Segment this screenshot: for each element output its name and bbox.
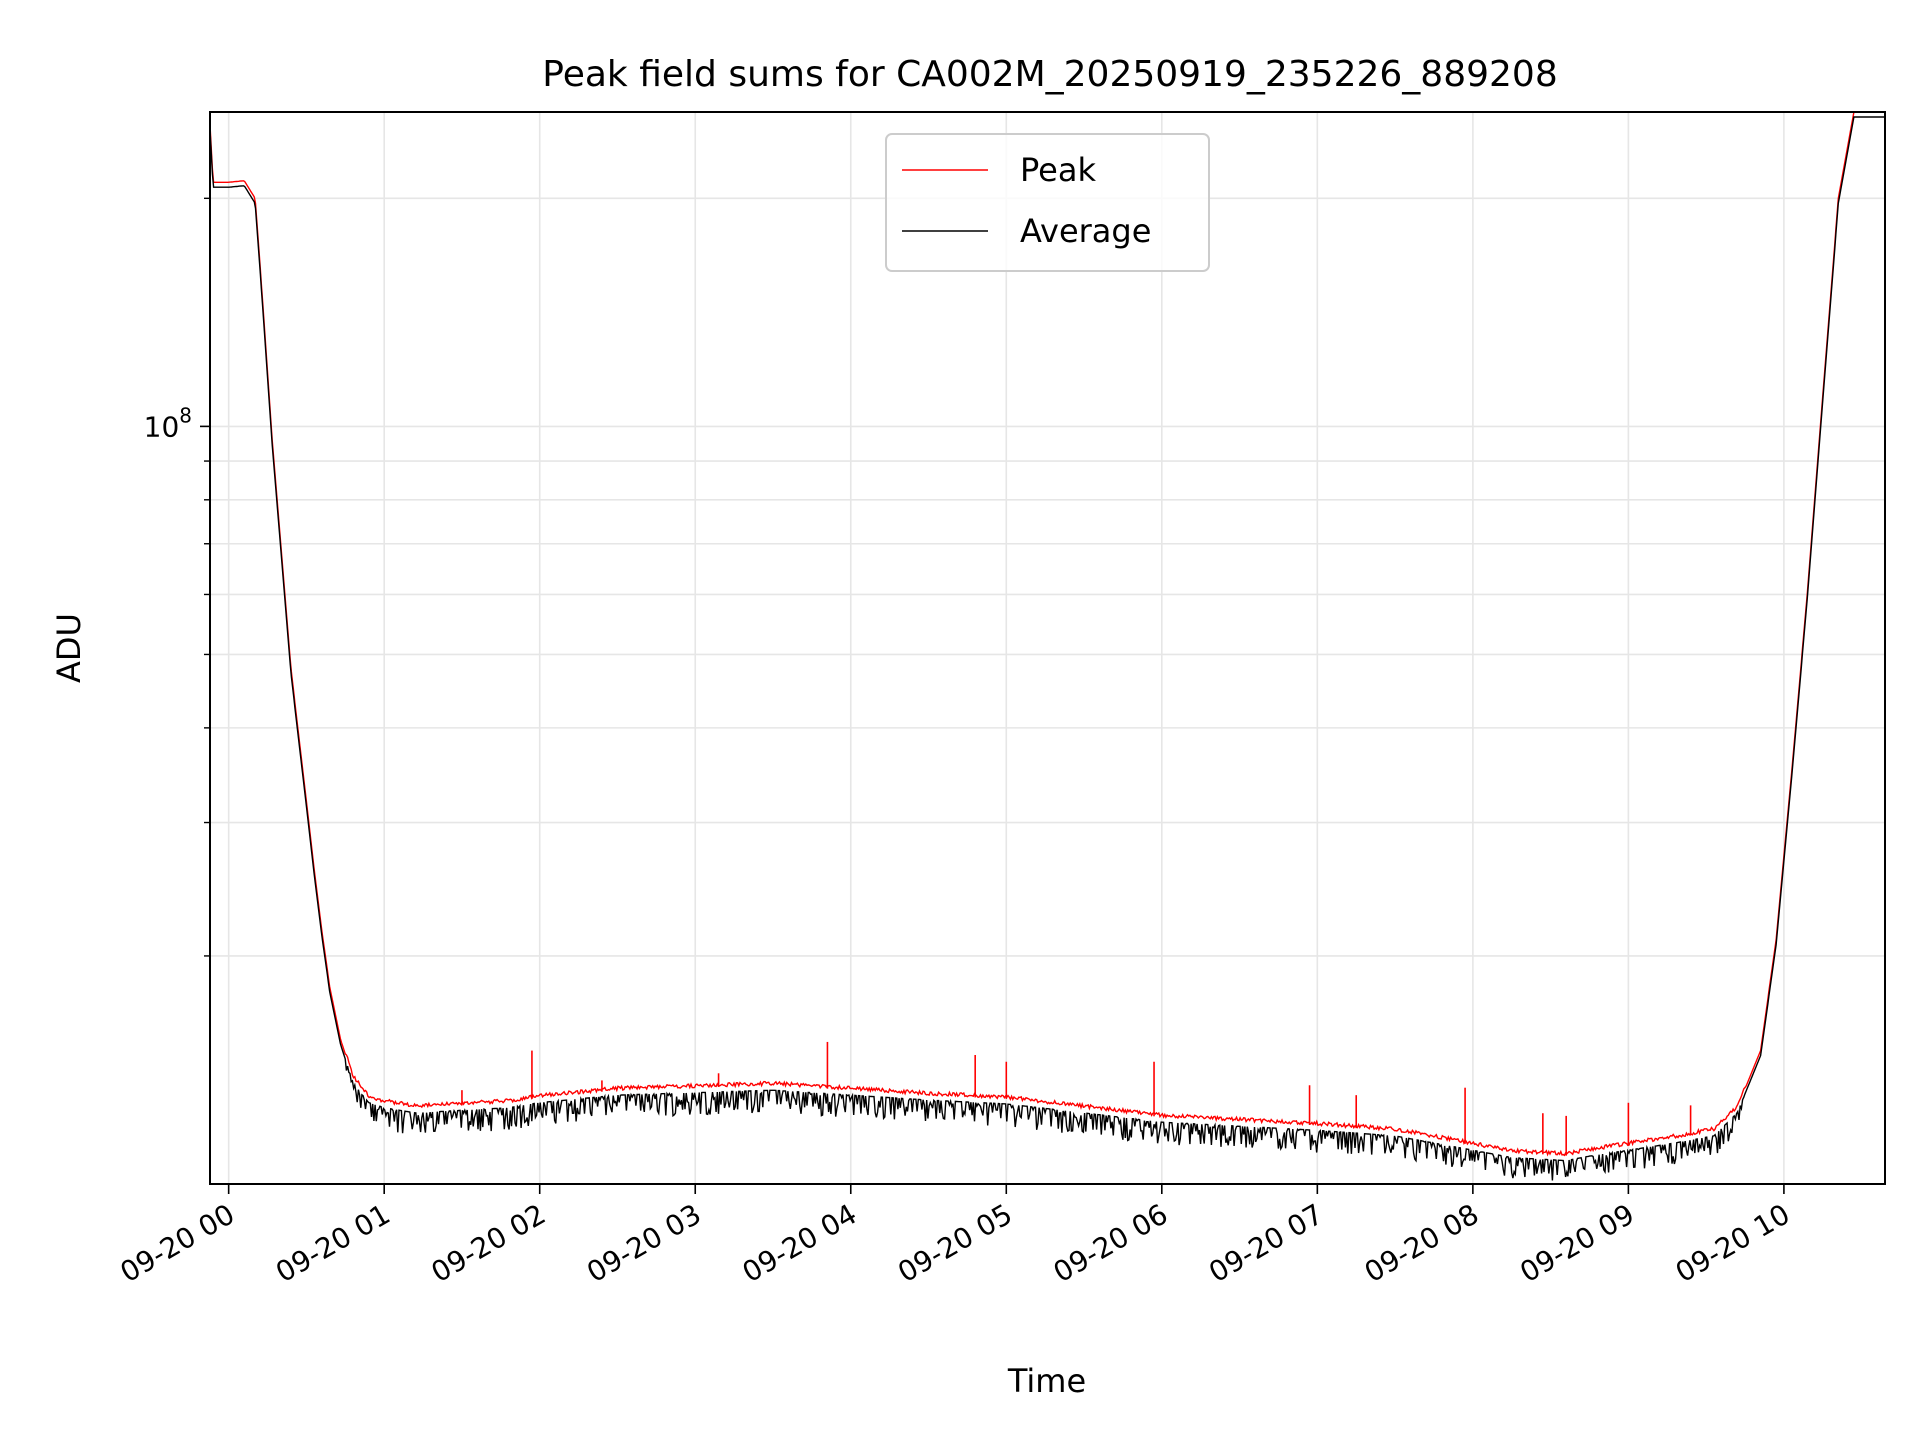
x-tick-label: 09-20 09 [1514, 1197, 1640, 1289]
legend-peak-label: Peak [1020, 151, 1096, 189]
chart-title: Peak field sums for CA002M_20250919_2352… [542, 54, 1557, 95]
x-axis: 09-20 00 09-20 01 09-20 02 09-20 03 09-20 04… [115, 1184, 1796, 1289]
x-tick-label: 09-20 06 [1048, 1197, 1174, 1289]
plot-area [210, 112, 1885, 1181]
legend-average-label: Average [1020, 212, 1151, 250]
x-tick-label: 09-20 00 [115, 1197, 241, 1289]
y-axis-label: ADU [50, 613, 88, 683]
legend: Peak Average [885, 133, 1210, 272]
x-tick-label: 09-20 08 [1359, 1197, 1485, 1289]
x-tick-label: 09-20 10 [1670, 1197, 1796, 1289]
series-average-line [210, 116, 1885, 1181]
x-tick-label: 09-20 02 [426, 1197, 552, 1289]
y-axis: 108 [144, 197, 210, 957]
x-tick-label: 09-20 04 [737, 1197, 863, 1289]
x-axis-label: Time [1007, 1362, 1086, 1400]
y-tick-label: 108 [144, 403, 192, 443]
axes-frame [209, 111, 1886, 1185]
grid [210, 112, 1885, 1184]
legend-box [885, 133, 1210, 272]
x-tick-label: 09-20 03 [581, 1197, 707, 1289]
x-tick-label: 09-20 07 [1203, 1197, 1329, 1289]
series-peak-line [210, 112, 1885, 1157]
x-tick-label: 09-20 05 [892, 1197, 1018, 1289]
x-tick-label: 09-20 01 [270, 1197, 396, 1289]
